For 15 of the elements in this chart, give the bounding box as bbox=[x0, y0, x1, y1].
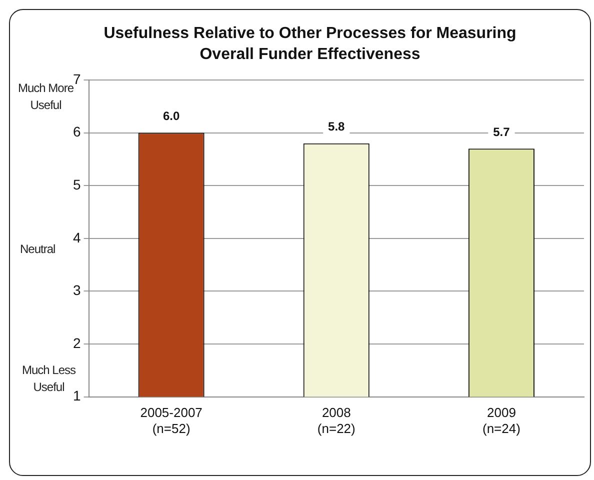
chart-title: Usefulness Relative to Other Processes for Measuring Overall Funder Effectiveness bbox=[102, 24, 518, 65]
text: Neutral bbox=[20, 241, 56, 258]
y-tick-label: 3 bbox=[72, 282, 81, 298]
y-tick-label: 5 bbox=[72, 176, 81, 192]
x-tick-label: 2009 (n=24) bbox=[482, 405, 520, 436]
data-label: 5.7 bbox=[493, 124, 510, 139]
x-tick-label: 2005-2007 (n=52) bbox=[140, 405, 202, 436]
text: Much More Useful bbox=[18, 81, 74, 114]
data-label: 5.8 bbox=[328, 120, 346, 134]
y-tick-label: 7 bbox=[72, 70, 81, 87]
data-label: 6.0 bbox=[162, 109, 180, 124]
y-tick-label: 6 bbox=[72, 124, 81, 140]
x-tick-label: 2008 (n=22) bbox=[317, 405, 356, 436]
y-tick-label: 4 bbox=[72, 229, 81, 246]
y-tick-label: 2 bbox=[72, 334, 81, 351]
